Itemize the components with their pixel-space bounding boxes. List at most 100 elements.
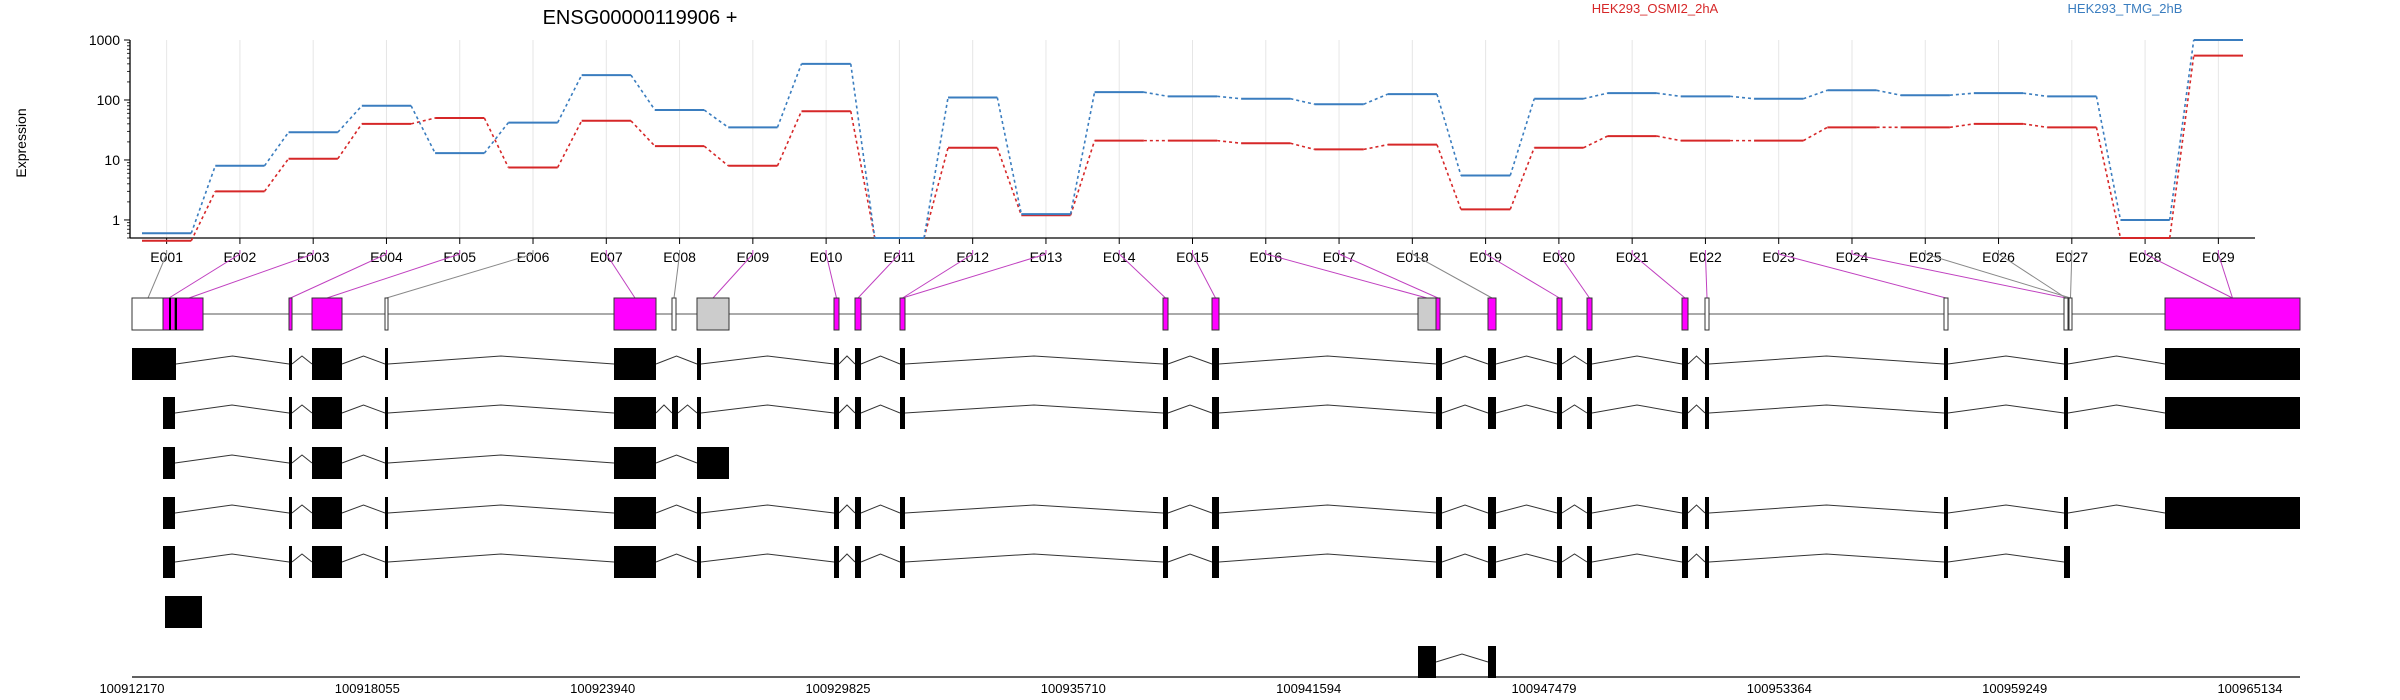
intron-line [1435, 653, 1489, 663]
x-tick-label-E019: E019 [1469, 249, 1502, 265]
series-1-connector [1290, 142, 1315, 151]
transcript-exon [1488, 646, 1496, 678]
intron-line [1687, 355, 1706, 365]
series-1-connector [1583, 135, 1608, 149]
transcript-exon [1212, 546, 1219, 578]
transcript-exon [1705, 497, 1709, 529]
series-1 [142, 54, 2243, 242]
x-tick-label-E024: E024 [1836, 249, 1869, 265]
exon-block-20 [1704, 297, 1710, 331]
transcript-exon [834, 546, 839, 578]
link-line-E001 [147, 253, 168, 299]
y-tick-label: 100 [97, 92, 121, 108]
transcript-exon [834, 497, 839, 529]
series-2-connector [1363, 93, 1388, 105]
exon-block-3 [288, 297, 293, 331]
transcript-exon [132, 348, 176, 380]
transcript-exon [1682, 497, 1688, 529]
series-1-connector [337, 123, 363, 160]
intron-line [2067, 355, 2166, 365]
transcript-exon [900, 546, 905, 578]
intron-line [1708, 355, 1945, 365]
link-line-E002 [168, 253, 241, 299]
link-line-E022 [1704, 253, 1708, 299]
legend-series-2: HEK293_TMG_2hB [2068, 1, 2183, 16]
intron-line [1441, 404, 1489, 414]
genomic-tick-label: 100918055 [335, 681, 400, 696]
transcript-exon [1587, 348, 1592, 380]
series-1-connector [630, 120, 656, 147]
legend-series-1: HEK293_OSMI2_2hA [1592, 1, 1719, 16]
series-2-connector [2095, 96, 2122, 221]
series-2-connector [1143, 91, 1168, 98]
x-tick-label-E029: E029 [2202, 249, 2235, 265]
intron-line [174, 454, 290, 464]
exon-block-8 [696, 297, 730, 331]
transcript-exon [1587, 497, 1592, 529]
series-2-connector [2168, 39, 2195, 221]
x-tick-label-E003: E003 [297, 249, 330, 265]
x-tick-label-E028: E028 [2129, 249, 2162, 265]
series-1-connector [849, 111, 876, 239]
y-tick-label: 1 [112, 212, 120, 228]
exon-block-12 [1162, 297, 1169, 331]
x-tick-label-E009: E009 [736, 249, 769, 265]
series-1-connector [923, 147, 949, 239]
x-tick-label-E018: E018 [1396, 249, 1429, 265]
link-line-E008 [673, 253, 681, 299]
link-line-E010 [825, 253, 837, 299]
x-tick-label-E014: E014 [1103, 249, 1136, 265]
x-tick-label-E015: E015 [1176, 249, 1209, 265]
transcript-exon [1163, 397, 1168, 429]
transcript-exon [165, 596, 202, 628]
transcript-exon [1557, 397, 1562, 429]
series-1-connector [263, 158, 290, 192]
transcript-exon [1587, 397, 1592, 429]
intron-line [1441, 504, 1489, 514]
intron-line [860, 355, 901, 365]
transcript-5 [163, 546, 2070, 578]
intron-line [1687, 504, 1706, 514]
intron-line [174, 553, 290, 563]
series-1-connector [1436, 144, 1462, 210]
link-line-E021 [1631, 253, 1686, 299]
transcript-exon [312, 447, 342, 479]
series-1-connector [1656, 135, 1681, 142]
transcript-exon [1488, 546, 1496, 578]
transcript-exon [1587, 546, 1592, 578]
transcript-exon [1705, 348, 1709, 380]
intron-line [1947, 404, 2065, 414]
intron-line [174, 404, 290, 414]
intron-line [655, 504, 698, 514]
genomic-tick-label: 100941594 [1276, 681, 1341, 696]
intron-line [904, 404, 1164, 414]
intron-line [387, 454, 615, 464]
transcript-exon [834, 397, 839, 429]
series-2-connector [703, 109, 729, 128]
transcript-exon [1418, 646, 1436, 678]
transcript-tracks [131, 297, 2301, 678]
link-line-E025 [1925, 253, 2071, 299]
x-tick-label-E001: E001 [150, 249, 183, 265]
transcript-exon [697, 497, 701, 529]
link-line-E018 [1412, 253, 1493, 299]
transcript-exon [1557, 348, 1562, 380]
transcript-exon [697, 348, 701, 380]
transcript-exon [672, 397, 678, 429]
intron-line [860, 553, 901, 563]
exon-block-15 [1435, 297, 1441, 331]
series-1-connector [1363, 143, 1388, 151]
intron-line [341, 553, 386, 563]
transcript-exon [1436, 397, 1442, 429]
intron-line [1708, 504, 1945, 514]
transcript-exon [2064, 397, 2068, 429]
transcript-exon [1944, 397, 1948, 429]
transcript-6 [165, 596, 202, 628]
intron-line [1441, 553, 1489, 563]
transcript-exon [312, 348, 342, 380]
intron-line [700, 553, 835, 563]
genomic-tick-label: 100935710 [1041, 681, 1106, 696]
intron-line [341, 504, 386, 514]
series-1-connector [703, 145, 729, 167]
series-2-connector [1069, 92, 1096, 215]
